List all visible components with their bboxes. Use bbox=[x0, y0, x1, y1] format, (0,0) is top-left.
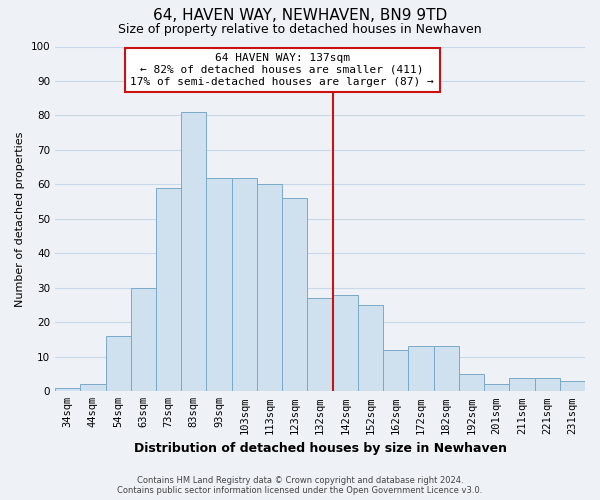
X-axis label: Distribution of detached houses by size in Newhaven: Distribution of detached houses by size … bbox=[134, 442, 506, 455]
Bar bbox=[409, 346, 434, 392]
Bar bbox=[55, 388, 80, 392]
Bar bbox=[332, 295, 358, 392]
Bar bbox=[560, 381, 585, 392]
Text: Contains HM Land Registry data © Crown copyright and database right 2024.
Contai: Contains HM Land Registry data © Crown c… bbox=[118, 476, 482, 495]
Bar bbox=[459, 374, 484, 392]
Bar bbox=[484, 384, 509, 392]
Bar bbox=[535, 378, 560, 392]
Bar bbox=[80, 384, 106, 392]
Text: 64 HAVEN WAY: 137sqm
← 82% of detached houses are smaller (411)
17% of semi-deta: 64 HAVEN WAY: 137sqm ← 82% of detached h… bbox=[130, 54, 434, 86]
Bar bbox=[232, 178, 257, 392]
Bar bbox=[156, 188, 181, 392]
Bar bbox=[131, 288, 156, 392]
Bar bbox=[307, 298, 332, 392]
Text: 64, HAVEN WAY, NEWHAVEN, BN9 9TD: 64, HAVEN WAY, NEWHAVEN, BN9 9TD bbox=[153, 8, 447, 22]
Bar bbox=[257, 184, 282, 392]
Bar bbox=[106, 336, 131, 392]
Bar bbox=[358, 305, 383, 392]
Bar bbox=[282, 198, 307, 392]
Bar bbox=[181, 112, 206, 392]
Bar bbox=[434, 346, 459, 392]
Y-axis label: Number of detached properties: Number of detached properties bbox=[15, 131, 25, 306]
Bar bbox=[383, 350, 409, 392]
Bar bbox=[509, 378, 535, 392]
Bar bbox=[206, 178, 232, 392]
Text: Size of property relative to detached houses in Newhaven: Size of property relative to detached ho… bbox=[118, 22, 482, 36]
